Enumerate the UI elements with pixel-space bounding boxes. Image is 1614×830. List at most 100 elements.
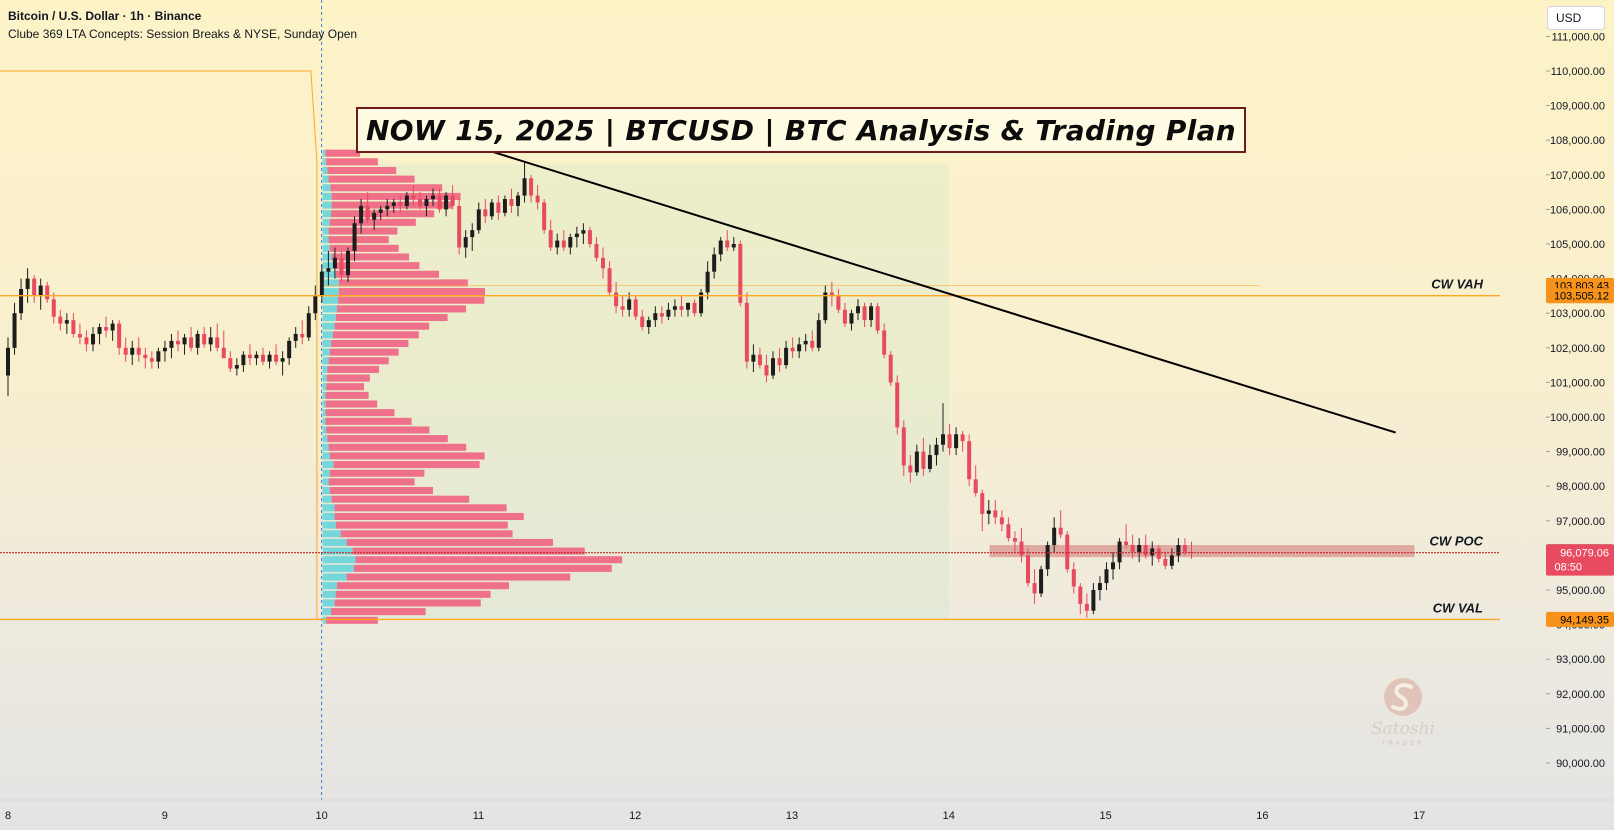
candle-body	[738, 244, 743, 303]
candle-body	[686, 302, 691, 310]
volume-profile-up-bar	[322, 538, 347, 546]
volume-profile-up-bar	[322, 322, 335, 330]
candle-body	[607, 268, 612, 293]
plot-area[interactable]	[0, 0, 1415, 800]
candle-body	[1130, 545, 1135, 552]
candle-body	[444, 195, 449, 210]
volume-profile-down-bar	[326, 383, 365, 391]
candle-body	[234, 365, 239, 369]
volume-profile-up-bar	[322, 599, 335, 607]
candle-body	[568, 237, 573, 248]
volume-profile-up-bar	[322, 521, 336, 529]
candle-body	[84, 337, 89, 345]
candle-body	[58, 316, 63, 324]
volume-profile-down-bar	[327, 435, 448, 443]
candle-body	[561, 240, 566, 248]
volume-profile-up-bar	[322, 400, 326, 408]
candle-body	[1058, 527, 1063, 535]
logo-emblem-icon	[1384, 678, 1422, 716]
volume-profile-down-bar	[346, 573, 571, 581]
volume-profile-up-bar	[322, 305, 337, 313]
candle-body	[215, 337, 220, 348]
level-label: CW VAH	[1431, 277, 1483, 292]
volume-profile-up-bar	[322, 495, 332, 503]
candle-body	[372, 212, 377, 220]
volume-profile-down-bar	[325, 149, 360, 157]
candle-body	[97, 327, 102, 334]
volume-profile-up-bar	[322, 530, 341, 538]
volume-profile-down-bar	[334, 512, 524, 520]
candle-body	[1012, 538, 1017, 542]
candle-body	[535, 195, 540, 203]
trendline[interactable]	[493, 151, 1396, 434]
time-axis[interactable]: 8 9 10 11 12 13 14 15 16 17	[0, 799, 1614, 822]
candle-body	[908, 465, 913, 473]
volume-profile-up-bar	[322, 426, 327, 434]
price-tick-label: 101,000.00	[1550, 377, 1605, 389]
volume-profile-up-bar	[322, 149, 326, 157]
volume-profile-down-bar	[326, 158, 378, 166]
candle-body	[431, 195, 436, 200]
candle-body	[1156, 548, 1161, 559]
val-tag-bg	[1546, 611, 1614, 627]
volume-profile-up-bar	[322, 573, 347, 581]
volume-profile-down-bar	[328, 443, 467, 451]
candle-body	[954, 434, 959, 449]
candle-body	[130, 347, 135, 355]
candle-body	[725, 240, 730, 248]
candle-body	[869, 306, 874, 321]
volume-profile-down-bar	[338, 288, 485, 296]
volume-profile-down-bar	[331, 495, 470, 503]
candle-body	[470, 230, 475, 238]
candle-body	[149, 358, 154, 362]
candle-body	[208, 337, 213, 345]
volume-profile-up-bar	[322, 184, 331, 192]
volume-profile-up-bar	[322, 383, 327, 391]
candle-body	[731, 244, 736, 248]
candle-body	[457, 205, 462, 248]
volume-profile-down-bar	[328, 175, 415, 183]
volume-profile-down-bar	[338, 296, 485, 304]
logo-subtitle: TRADER	[1381, 741, 1425, 747]
candle-body	[365, 205, 370, 220]
currency-button[interactable]: USD	[1547, 6, 1605, 30]
volume-profile-down-bar	[327, 365, 379, 373]
volume-profile-up-bar	[322, 582, 337, 590]
volume-profile-up-bar	[322, 409, 326, 417]
price-tick-label: 95,000.00	[1556, 585, 1605, 597]
candle-body	[705, 271, 710, 293]
candle-body	[679, 306, 684, 310]
candle-body	[1032, 583, 1037, 594]
price-tick-label: 93,000.00	[1556, 654, 1605, 666]
volume-profile-down-bar	[325, 417, 412, 425]
candle-body	[934, 444, 939, 456]
candle-body	[646, 320, 651, 328]
candle-body	[601, 257, 606, 269]
candle-body	[672, 306, 677, 310]
volume-profile-up-bar	[322, 504, 335, 512]
candle-body	[51, 299, 56, 317]
candle-body	[856, 306, 861, 314]
time-tick-label: 8	[5, 810, 11, 822]
candle-body	[744, 302, 749, 362]
price-tick-label: 110,000.00	[1551, 66, 1605, 78]
vah-tag: 103,505.12	[1546, 288, 1614, 304]
volume-profile-down-bar	[331, 339, 409, 347]
volume-profile-up-bar	[322, 339, 331, 347]
volume-profile-down-bar	[337, 305, 466, 313]
volume-profile-down-bar	[327, 166, 397, 174]
candle-body	[529, 178, 534, 196]
volume-profile-down-bar	[329, 469, 425, 477]
volume-profile-down-bar	[326, 616, 378, 624]
candle-body	[581, 230, 586, 234]
candle-body	[202, 333, 207, 345]
candle-body	[901, 427, 906, 466]
volume-profile-up-bar	[322, 365, 328, 373]
volume-profile-down-bar	[328, 236, 389, 244]
volume-profile-down-bar	[353, 564, 612, 572]
price-axis[interactable]: 90,000.0091,000.0092,000.0093,000.0094,0…	[1500, 0, 1614, 800]
volume-profile-down-bar	[331, 192, 461, 200]
candle-body	[927, 455, 932, 469]
candle-body	[797, 344, 802, 352]
